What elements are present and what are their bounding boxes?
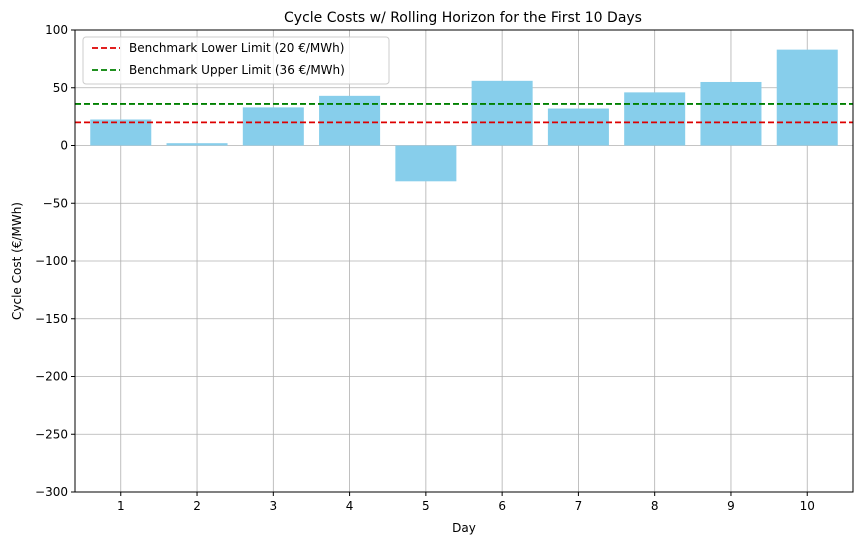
bar-day-7 — [547, 108, 609, 146]
y-tick-label: −100 — [35, 254, 68, 268]
grid-lines — [75, 29, 853, 493]
y-tick-label: −50 — [43, 196, 68, 210]
x-tick-label: 4 — [346, 499, 354, 513]
x-tick-label: 6 — [498, 499, 506, 513]
legend-box — [82, 36, 390, 85]
legend-label-lower: Benchmark Lower Limit (20 €/MWh) — [129, 41, 344, 55]
y-axis-ticks: −300 −250 −200 −150 −100 −50 0 50 100 — [35, 23, 75, 499]
y-tick-label: −300 — [35, 485, 68, 499]
y-tick-label: 50 — [53, 81, 68, 95]
x-axis-ticks: 1 2 3 4 5 6 7 8 9 10 — [117, 492, 815, 513]
bar-day-1 — [90, 119, 152, 146]
bar-day-9 — [700, 81, 762, 146]
x-tick-label: 8 — [651, 499, 659, 513]
x-tick-label: 2 — [193, 499, 201, 513]
x-tick-label: 10 — [800, 499, 815, 513]
bar-day-8 — [624, 92, 686, 146]
x-axis-label: Day — [452, 521, 476, 535]
x-tick-label: 7 — [575, 499, 583, 513]
y-tick-label: −150 — [35, 312, 68, 326]
legend-label-upper: Benchmark Upper Limit (36 €/MWh) — [129, 63, 345, 77]
y-tick-label: −200 — [35, 370, 68, 384]
legend: Benchmark Lower Limit (20 €/MWh) Benchma… — [82, 36, 390, 85]
x-tick-label: 3 — [269, 499, 277, 513]
bar-day-10 — [776, 49, 838, 146]
bar-day-5 — [395, 145, 457, 182]
x-tick-label: 9 — [727, 499, 735, 513]
x-tick-label: 5 — [422, 499, 430, 513]
y-tick-label: 0 — [60, 139, 68, 153]
bar-day-2 — [166, 143, 228, 146]
y-tick-label: −250 — [35, 427, 68, 441]
reference-lines — [75, 103, 853, 124]
y-axis-label: Cycle Cost (€/MWh) — [10, 202, 24, 320]
x-tick-label: 1 — [117, 499, 125, 513]
chart-title: Cycle Costs w/ Rolling Horizon for the F… — [284, 10, 642, 26]
bars — [90, 49, 838, 182]
bar-day-3 — [242, 107, 304, 146]
bar-day-6 — [471, 80, 533, 146]
y-tick-label: 100 — [45, 23, 68, 37]
